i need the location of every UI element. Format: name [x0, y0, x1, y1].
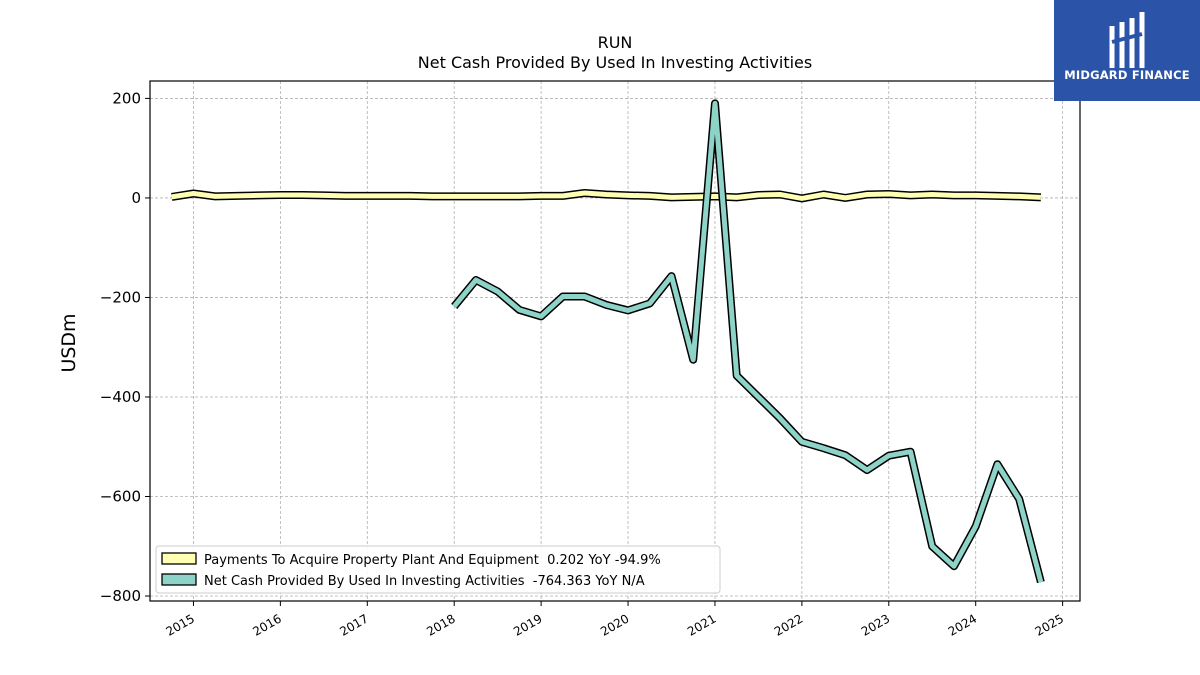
series-lines [171, 99, 1045, 584]
gridlines [150, 81, 1080, 601]
series-line-ppe [171, 189, 1042, 203]
legend-label-investing: Net Cash Provided By Used In Investing A… [204, 574, 645, 589]
legend-label-ppe: Payments To Acquire Property Plant And E… [204, 553, 661, 568]
y-axis-label: USDm [58, 313, 80, 372]
plot-frame [149, 80, 1081, 602]
brand-logo: MIDGARD FINANCE [1054, 0, 1200, 101]
legend: Payments To Acquire Property Plant And E… [155, 545, 721, 594]
series-line-investing-outline [451, 99, 1045, 584]
y-tick-label: 200 [112, 89, 141, 107]
x-tick-label: 2025 [1033, 611, 1066, 638]
x-tick-label: 2015 [164, 611, 197, 638]
legend-swatch-ppe [161, 552, 197, 565]
series-line-investing [451, 99, 1045, 584]
y-tick-label: −800 [100, 587, 141, 605]
midgard-logo-icon [1109, 12, 1145, 68]
y-tick-label: −400 [100, 388, 141, 406]
legend-swatch-investing [161, 573, 197, 586]
y-tick-label: 0 [131, 189, 141, 207]
x-tick-label: 2017 [337, 611, 370, 638]
x-tick-label: 2016 [250, 611, 283, 638]
chart-title: RUN [598, 33, 633, 52]
x-tick-label: 2022 [772, 611, 805, 638]
x-tick-label: 2024 [946, 611, 979, 638]
y-tick-label: −600 [100, 488, 141, 506]
y-tick-label: −200 [100, 288, 141, 306]
series-line-investing-fill [452, 100, 1044, 583]
x-tick-label: 2018 [424, 611, 457, 638]
legend-frame [155, 545, 721, 594]
series-line-ppe-fill [171, 190, 1042, 201]
x-tick-label: 2019 [511, 611, 544, 638]
chart-subtitle: Net Cash Provided By Used In Investing A… [418, 53, 812, 72]
x-tick-label: 2020 [598, 611, 631, 638]
x-tick-label: 2021 [685, 611, 718, 638]
brand-name: MIDGARD FINANCE [1064, 68, 1190, 82]
x-tick-label: 2023 [859, 611, 892, 638]
